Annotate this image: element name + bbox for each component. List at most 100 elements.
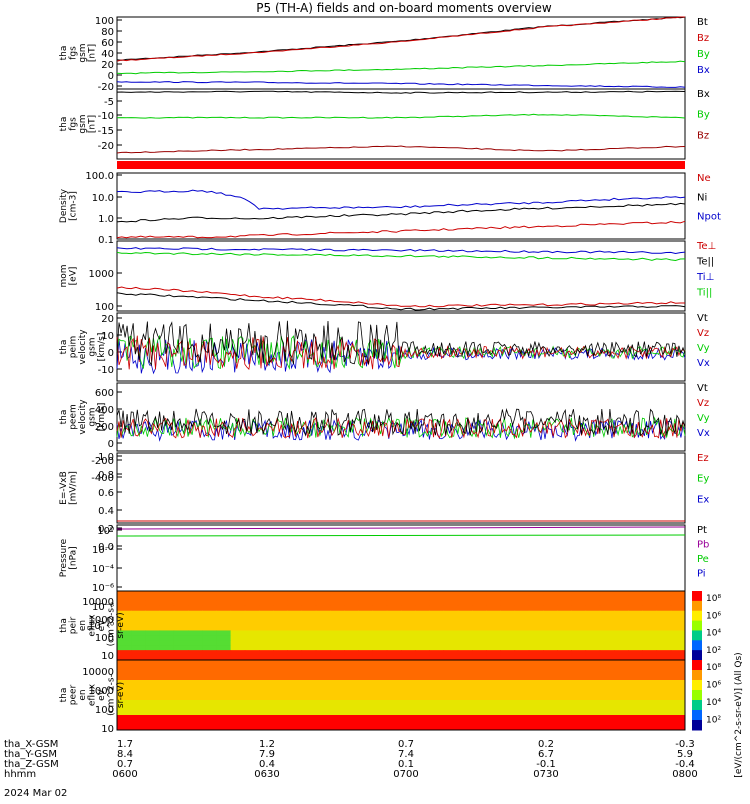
heatmap-cell xyxy=(571,675,587,681)
y-tick-label: 10⁻⁶ xyxy=(92,583,114,594)
heatmap-cell xyxy=(259,660,274,666)
heatmap-cell xyxy=(386,710,402,716)
heatmap-cell xyxy=(188,685,203,691)
heatmap-cell xyxy=(131,710,146,716)
heatmap-cell xyxy=(514,625,530,631)
heatmap-cell xyxy=(244,690,260,696)
heatmap-cell xyxy=(287,620,303,626)
y-tick-label: 0.8 xyxy=(98,470,114,481)
heatmap-cell xyxy=(330,625,345,631)
heatmap-cell xyxy=(287,680,303,686)
heatmap-cell xyxy=(528,620,544,626)
heatmap-cell xyxy=(628,670,643,676)
heatmap-cell xyxy=(259,595,274,602)
heatmap-cell xyxy=(401,705,416,711)
heatmap-cell xyxy=(287,660,303,666)
y-axis-label: gsm xyxy=(78,43,88,62)
heatmap-cell xyxy=(628,725,643,731)
heatmap-cell xyxy=(159,605,175,612)
heatmap-cell xyxy=(117,710,132,716)
legend-label: Bt xyxy=(697,17,708,28)
heatmap-cell xyxy=(656,605,672,612)
heatmap-cell xyxy=(131,665,146,671)
y-axis-label: tha xyxy=(59,688,69,703)
heatmap-cell xyxy=(315,630,331,636)
heatmap-cell xyxy=(358,635,374,641)
colorbar-segment xyxy=(692,640,702,651)
heatmap-cell xyxy=(457,610,473,617)
heatmap-cell xyxy=(173,660,189,666)
y-axis-label: eV xyxy=(97,619,107,632)
heatmap-cell xyxy=(273,715,288,721)
heatmap-cell xyxy=(543,615,558,622)
heatmap-cell xyxy=(358,675,374,681)
heatmap-cell xyxy=(216,700,232,706)
heatmap-cell xyxy=(514,660,530,666)
heatmap-cell xyxy=(159,670,175,676)
heatmap-cell xyxy=(273,695,288,701)
heatmap-cell xyxy=(656,725,672,731)
heatmap-cell xyxy=(131,615,146,622)
heatmap-cell xyxy=(259,630,274,636)
heatmap-cell xyxy=(372,635,388,641)
heatmap-cell xyxy=(230,610,246,617)
heatmap-cell xyxy=(415,720,430,726)
heatmap-cell xyxy=(571,655,587,661)
heatmap-cell xyxy=(429,660,445,666)
heatmap-cell xyxy=(330,595,345,602)
heatmap-cell xyxy=(415,625,430,631)
heatmap-cell xyxy=(443,720,459,726)
figure-title: P5 (TH-A) fields and on-board moments ov… xyxy=(256,1,552,15)
heatmap-cell xyxy=(486,665,501,671)
heatmap-cell xyxy=(401,715,416,721)
heatmap-cell xyxy=(131,635,146,641)
heatmap-cell xyxy=(330,715,345,721)
heatmap-cell xyxy=(259,625,274,631)
heatmap-cell xyxy=(301,705,317,711)
heatmap-cell xyxy=(202,665,217,671)
heatmap-cell xyxy=(330,685,345,691)
heatmap-cell xyxy=(614,645,629,651)
heatmap-cell xyxy=(117,690,132,696)
heatmap-cell xyxy=(386,615,402,622)
heatmap-cell xyxy=(472,605,487,612)
series-line-Te⊥ xyxy=(116,286,685,308)
heatmap-cell xyxy=(415,620,430,626)
heatmap-cell xyxy=(500,600,516,607)
heatmap-cell xyxy=(173,625,189,631)
heatmap-cell xyxy=(443,610,459,617)
panel-frame xyxy=(116,88,686,160)
heatmap-cell xyxy=(585,635,601,641)
heatmap-cell xyxy=(202,725,217,731)
heatmap-cell xyxy=(443,660,459,666)
heatmap-cell xyxy=(614,635,629,641)
heatmap-cell xyxy=(557,695,572,701)
heatmap-cell xyxy=(628,595,643,602)
heatmap-cell xyxy=(514,635,530,641)
heatmap-cell xyxy=(358,620,374,626)
heatmap-cell xyxy=(315,700,331,706)
heatmap-cell xyxy=(401,685,416,691)
y-tick-label: 10⁻⁴ xyxy=(92,564,114,575)
y-axis-label: fgs xyxy=(69,117,79,131)
heatmap-cell xyxy=(230,705,246,711)
heatmap-cell xyxy=(443,675,459,681)
heatmap-cell xyxy=(514,670,530,676)
heatmap-cell xyxy=(656,645,672,651)
y-axis-label: tha xyxy=(59,340,69,355)
heatmap-cell xyxy=(443,620,459,626)
x-tick-label: -0.4 xyxy=(675,759,695,770)
heatmap-cell xyxy=(131,670,146,676)
heatmap-cell xyxy=(486,710,501,716)
heatmap-cell xyxy=(670,610,686,617)
heatmap-cell xyxy=(287,685,303,691)
series-line-Ti|| xyxy=(116,251,686,262)
heatmap-cell xyxy=(656,705,672,711)
heatmap-cell xyxy=(528,650,544,656)
heatmap-cell xyxy=(173,700,189,706)
heatmap-cell xyxy=(244,605,260,612)
colorbar-tick-label: 10⁴ xyxy=(706,629,721,639)
heatmap-cell xyxy=(514,685,530,691)
y-axis-label: eV xyxy=(97,688,107,701)
